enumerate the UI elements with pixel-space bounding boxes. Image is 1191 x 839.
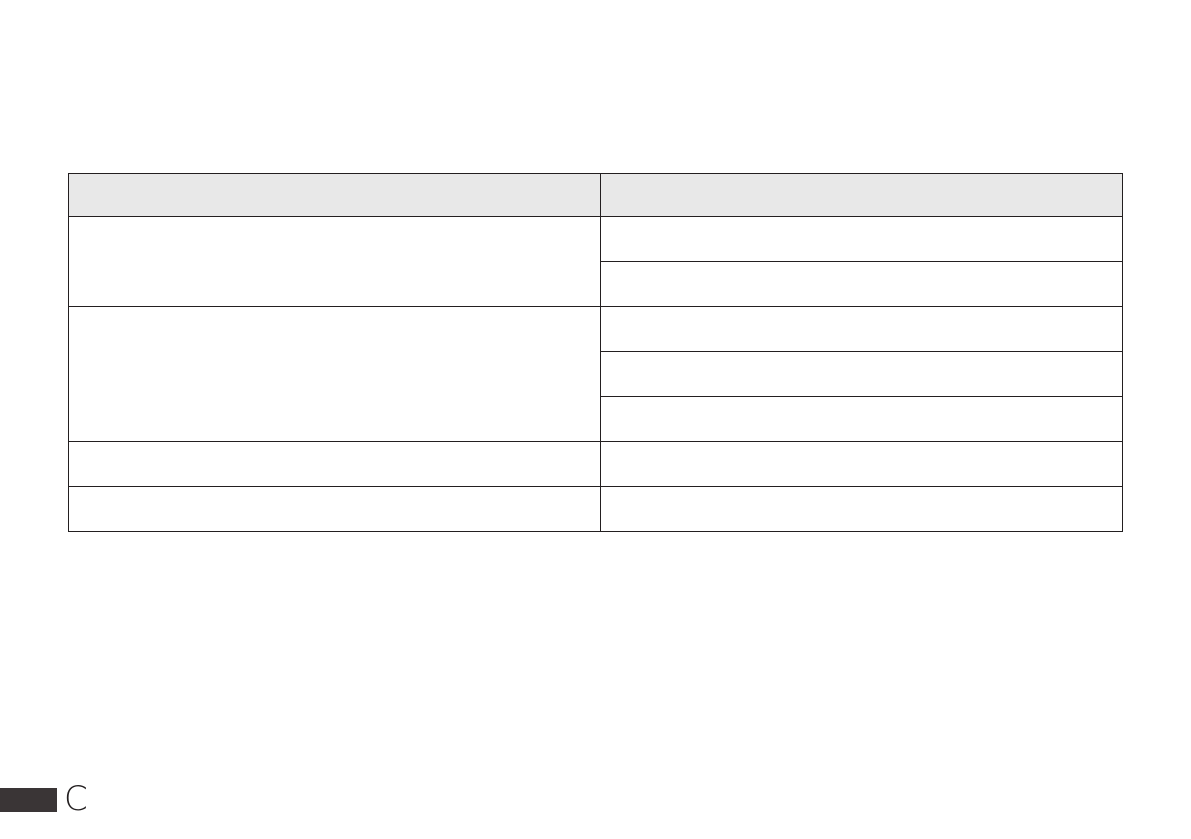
table-cell xyxy=(68,216,601,307)
header-cell xyxy=(600,173,1123,217)
table-cell xyxy=(68,306,601,442)
table-cell xyxy=(600,486,1123,532)
header-cell xyxy=(68,173,601,217)
table-cell xyxy=(600,351,1123,397)
table-header-row xyxy=(68,173,1123,217)
table-cell xyxy=(600,396,1123,442)
table-cell xyxy=(600,306,1123,352)
table-row xyxy=(68,441,1123,487)
table-row xyxy=(69,396,1123,442)
table-row xyxy=(68,306,1123,442)
table-cell xyxy=(68,441,601,487)
table-cell xyxy=(600,441,1123,487)
footer-tab-bar xyxy=(0,788,57,812)
table-row xyxy=(68,486,1123,532)
section-letter: C xyxy=(64,779,88,819)
data-table xyxy=(68,173,1123,532)
table-cell xyxy=(600,216,1123,262)
table-cell xyxy=(600,261,1123,307)
table-row xyxy=(68,216,1123,307)
table-cell xyxy=(68,486,601,532)
